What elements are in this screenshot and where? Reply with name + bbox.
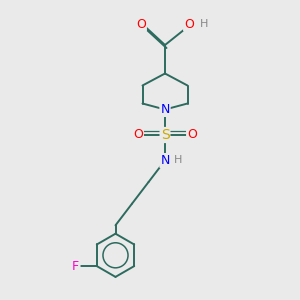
Text: H: H <box>200 19 208 29</box>
Text: H: H <box>173 155 182 166</box>
Text: O: O <box>184 17 194 31</box>
Text: O: O <box>136 17 146 31</box>
Text: N: N <box>160 103 170 116</box>
Text: N: N <box>160 154 170 167</box>
Text: O: O <box>133 128 143 142</box>
Text: S: S <box>160 128 169 142</box>
Text: F: F <box>72 260 80 273</box>
Text: O: O <box>187 128 197 142</box>
